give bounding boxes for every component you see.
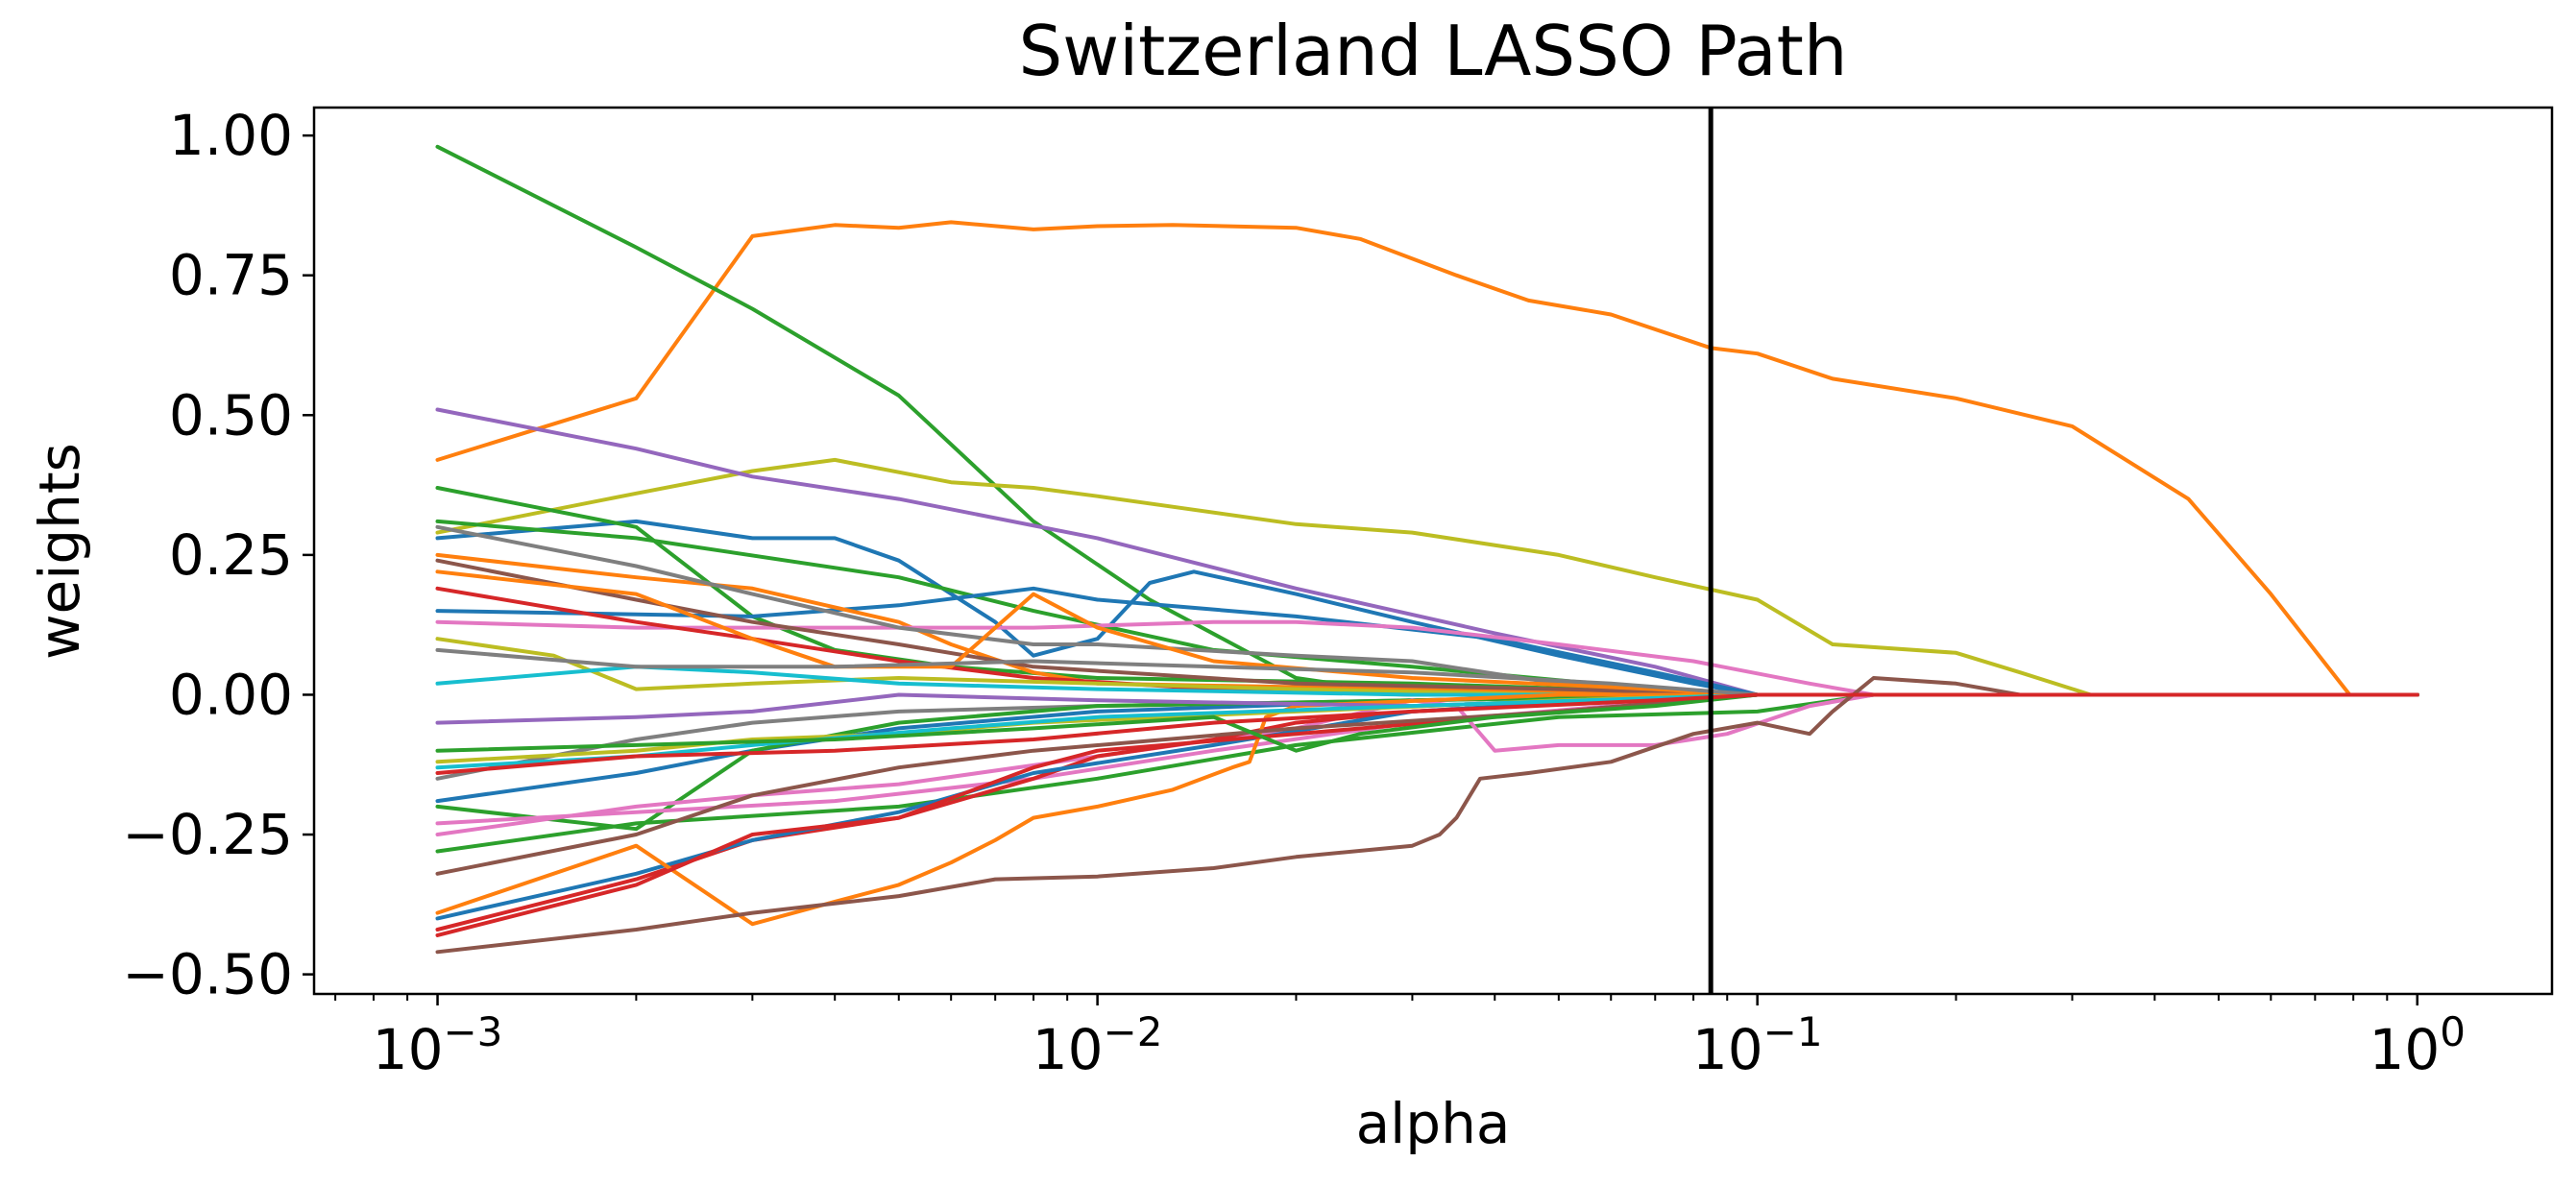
x-tick-base: 10 <box>2369 1017 2440 1082</box>
x-axis-ticks: 10−3 10−2 10−1 100 <box>373 994 2466 1082</box>
series-line-5 <box>435 519 2419 697</box>
x-tick-label: 100 <box>2369 1008 2466 1082</box>
y-tick-label: −0.25 <box>122 802 293 867</box>
series-line-4 <box>435 407 2419 697</box>
series-line-31 <box>435 692 2419 753</box>
y-tick-label: 0.25 <box>169 522 293 588</box>
x-tick-exponent: −3 <box>443 1008 502 1055</box>
x-tick-exponent: −2 <box>1104 1008 1163 1055</box>
series-line-34 <box>435 692 2419 775</box>
y-tick-label: 0.00 <box>169 662 293 727</box>
y-axis-label: weights <box>27 443 92 660</box>
x-tick-label: 10−3 <box>373 1008 503 1082</box>
x-axis-label: alpha <box>1356 1091 1511 1156</box>
x-tick-base: 10 <box>1033 1017 1104 1082</box>
chart-title: Switzerland LASSO Path <box>1018 11 1847 91</box>
series-line-3 <box>435 457 2419 697</box>
y-tick-label: 0.75 <box>169 243 293 308</box>
y-axis-ticks: −0.50 −0.25 0.00 0.25 0.50 0.75 1.00 <box>122 103 314 1007</box>
x-tick-exponent: 0 <box>2440 1008 2466 1055</box>
x-axis-minor-ticks <box>334 994 2389 1001</box>
x-tick-base: 10 <box>373 1017 444 1082</box>
x-tick-base: 10 <box>1692 1017 1763 1082</box>
y-tick-label: −0.50 <box>122 942 293 1007</box>
x-tick-label: 10−1 <box>1692 1008 1823 1082</box>
x-tick-exponent: −1 <box>1763 1008 1823 1055</box>
y-tick-label: 0.50 <box>169 382 293 448</box>
series-line-1 <box>435 220 2419 697</box>
plot-frame <box>312 106 2554 996</box>
x-tick-label: 10−2 <box>1033 1008 1163 1082</box>
y-tick-label: 1.00 <box>169 103 293 168</box>
